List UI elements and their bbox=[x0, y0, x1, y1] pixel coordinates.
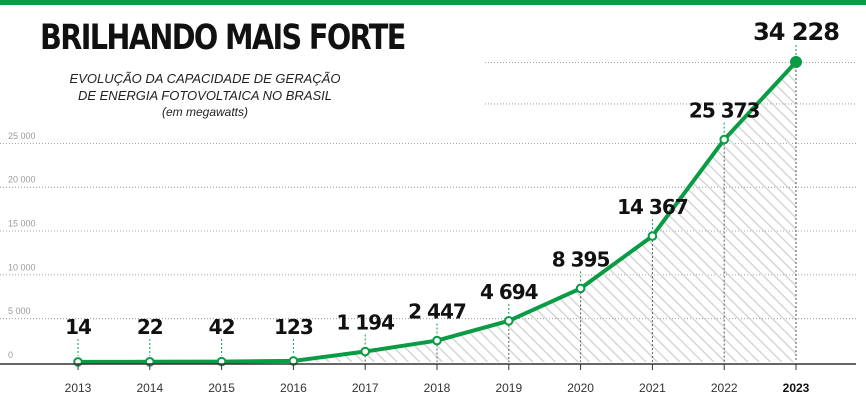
data-point bbox=[504, 316, 514, 326]
data-label: 14 367 bbox=[617, 195, 688, 219]
x-tick-label: 2020 bbox=[567, 381, 594, 395]
data-label: 4 694 bbox=[480, 280, 538, 304]
x-tick-label: 2022 bbox=[711, 381, 738, 395]
data-label: 34 228 bbox=[753, 18, 839, 46]
x-tick-label: 2014 bbox=[136, 381, 163, 395]
x-tick-label: 2023 bbox=[783, 381, 810, 395]
data-label: 8 395 bbox=[552, 247, 610, 271]
data-point bbox=[719, 134, 730, 145]
y-axis: 0 5 000 10 000 15 000 20 000 25 000 bbox=[8, 131, 36, 360]
y-tick-label: 5 000 bbox=[8, 306, 31, 316]
data-label: 42 bbox=[209, 315, 235, 339]
data-label: 25 373 bbox=[689, 99, 760, 123]
data-label: 123 bbox=[274, 315, 313, 339]
data-point bbox=[790, 56, 802, 68]
chart-title: BRILHANDO MAIS FORTE bbox=[40, 18, 406, 58]
data-label: 2 447 bbox=[408, 300, 466, 324]
y-tick-label: 25 000 bbox=[8, 131, 36, 141]
top-accent-bar bbox=[0, 0, 866, 5]
unit-label: (em megawatts) bbox=[161, 105, 249, 119]
y-tick-label: 15 000 bbox=[8, 219, 36, 229]
x-tick-label: 2015 bbox=[208, 381, 235, 395]
data-label: 14 bbox=[65, 315, 91, 339]
area-hatch bbox=[78, 62, 796, 362]
y-tick-label: 0 bbox=[8, 350, 13, 360]
x-tick-label: 2018 bbox=[424, 381, 451, 395]
y-tick-label: 10 000 bbox=[8, 262, 36, 272]
data-point bbox=[360, 346, 371, 357]
y-tick-label: 20 000 bbox=[8, 175, 36, 185]
data-labels: 14 22 42 123 1 194 2 447 4 694 8 395 14 367 25 37… bbox=[65, 18, 840, 356]
data-point bbox=[432, 335, 442, 346]
subtitle-line-1: EVOLUÇÃO DA CAPACIDADE DE GERAÇÃO bbox=[69, 71, 341, 86]
chart-subtitle: EVOLUÇÃO DA CAPACIDADE DE GERAÇÃO DE ENE… bbox=[40, 70, 370, 121]
data-point bbox=[647, 231, 658, 241]
x-tick-label: 2019 bbox=[495, 381, 522, 395]
x-tick-label: 2021 bbox=[639, 381, 666, 395]
data-point bbox=[575, 283, 586, 294]
area-fill bbox=[78, 62, 796, 362]
x-axis: 2013 2014 2015 2016 2017 2018 2019 2020 2021 2022… bbox=[0, 363, 856, 395]
subtitle-line-2: DE ENERGIA FOTOVOLTAICA NO BRASIL bbox=[77, 88, 333, 103]
x-tick-label: 2013 bbox=[65, 381, 92, 395]
data-label: 1 194 bbox=[336, 311, 394, 335]
data-label: 22 bbox=[137, 315, 163, 339]
x-tick-label: 2017 bbox=[352, 381, 379, 395]
x-tick-label: 2016 bbox=[280, 381, 307, 395]
data-points bbox=[73, 56, 802, 367]
